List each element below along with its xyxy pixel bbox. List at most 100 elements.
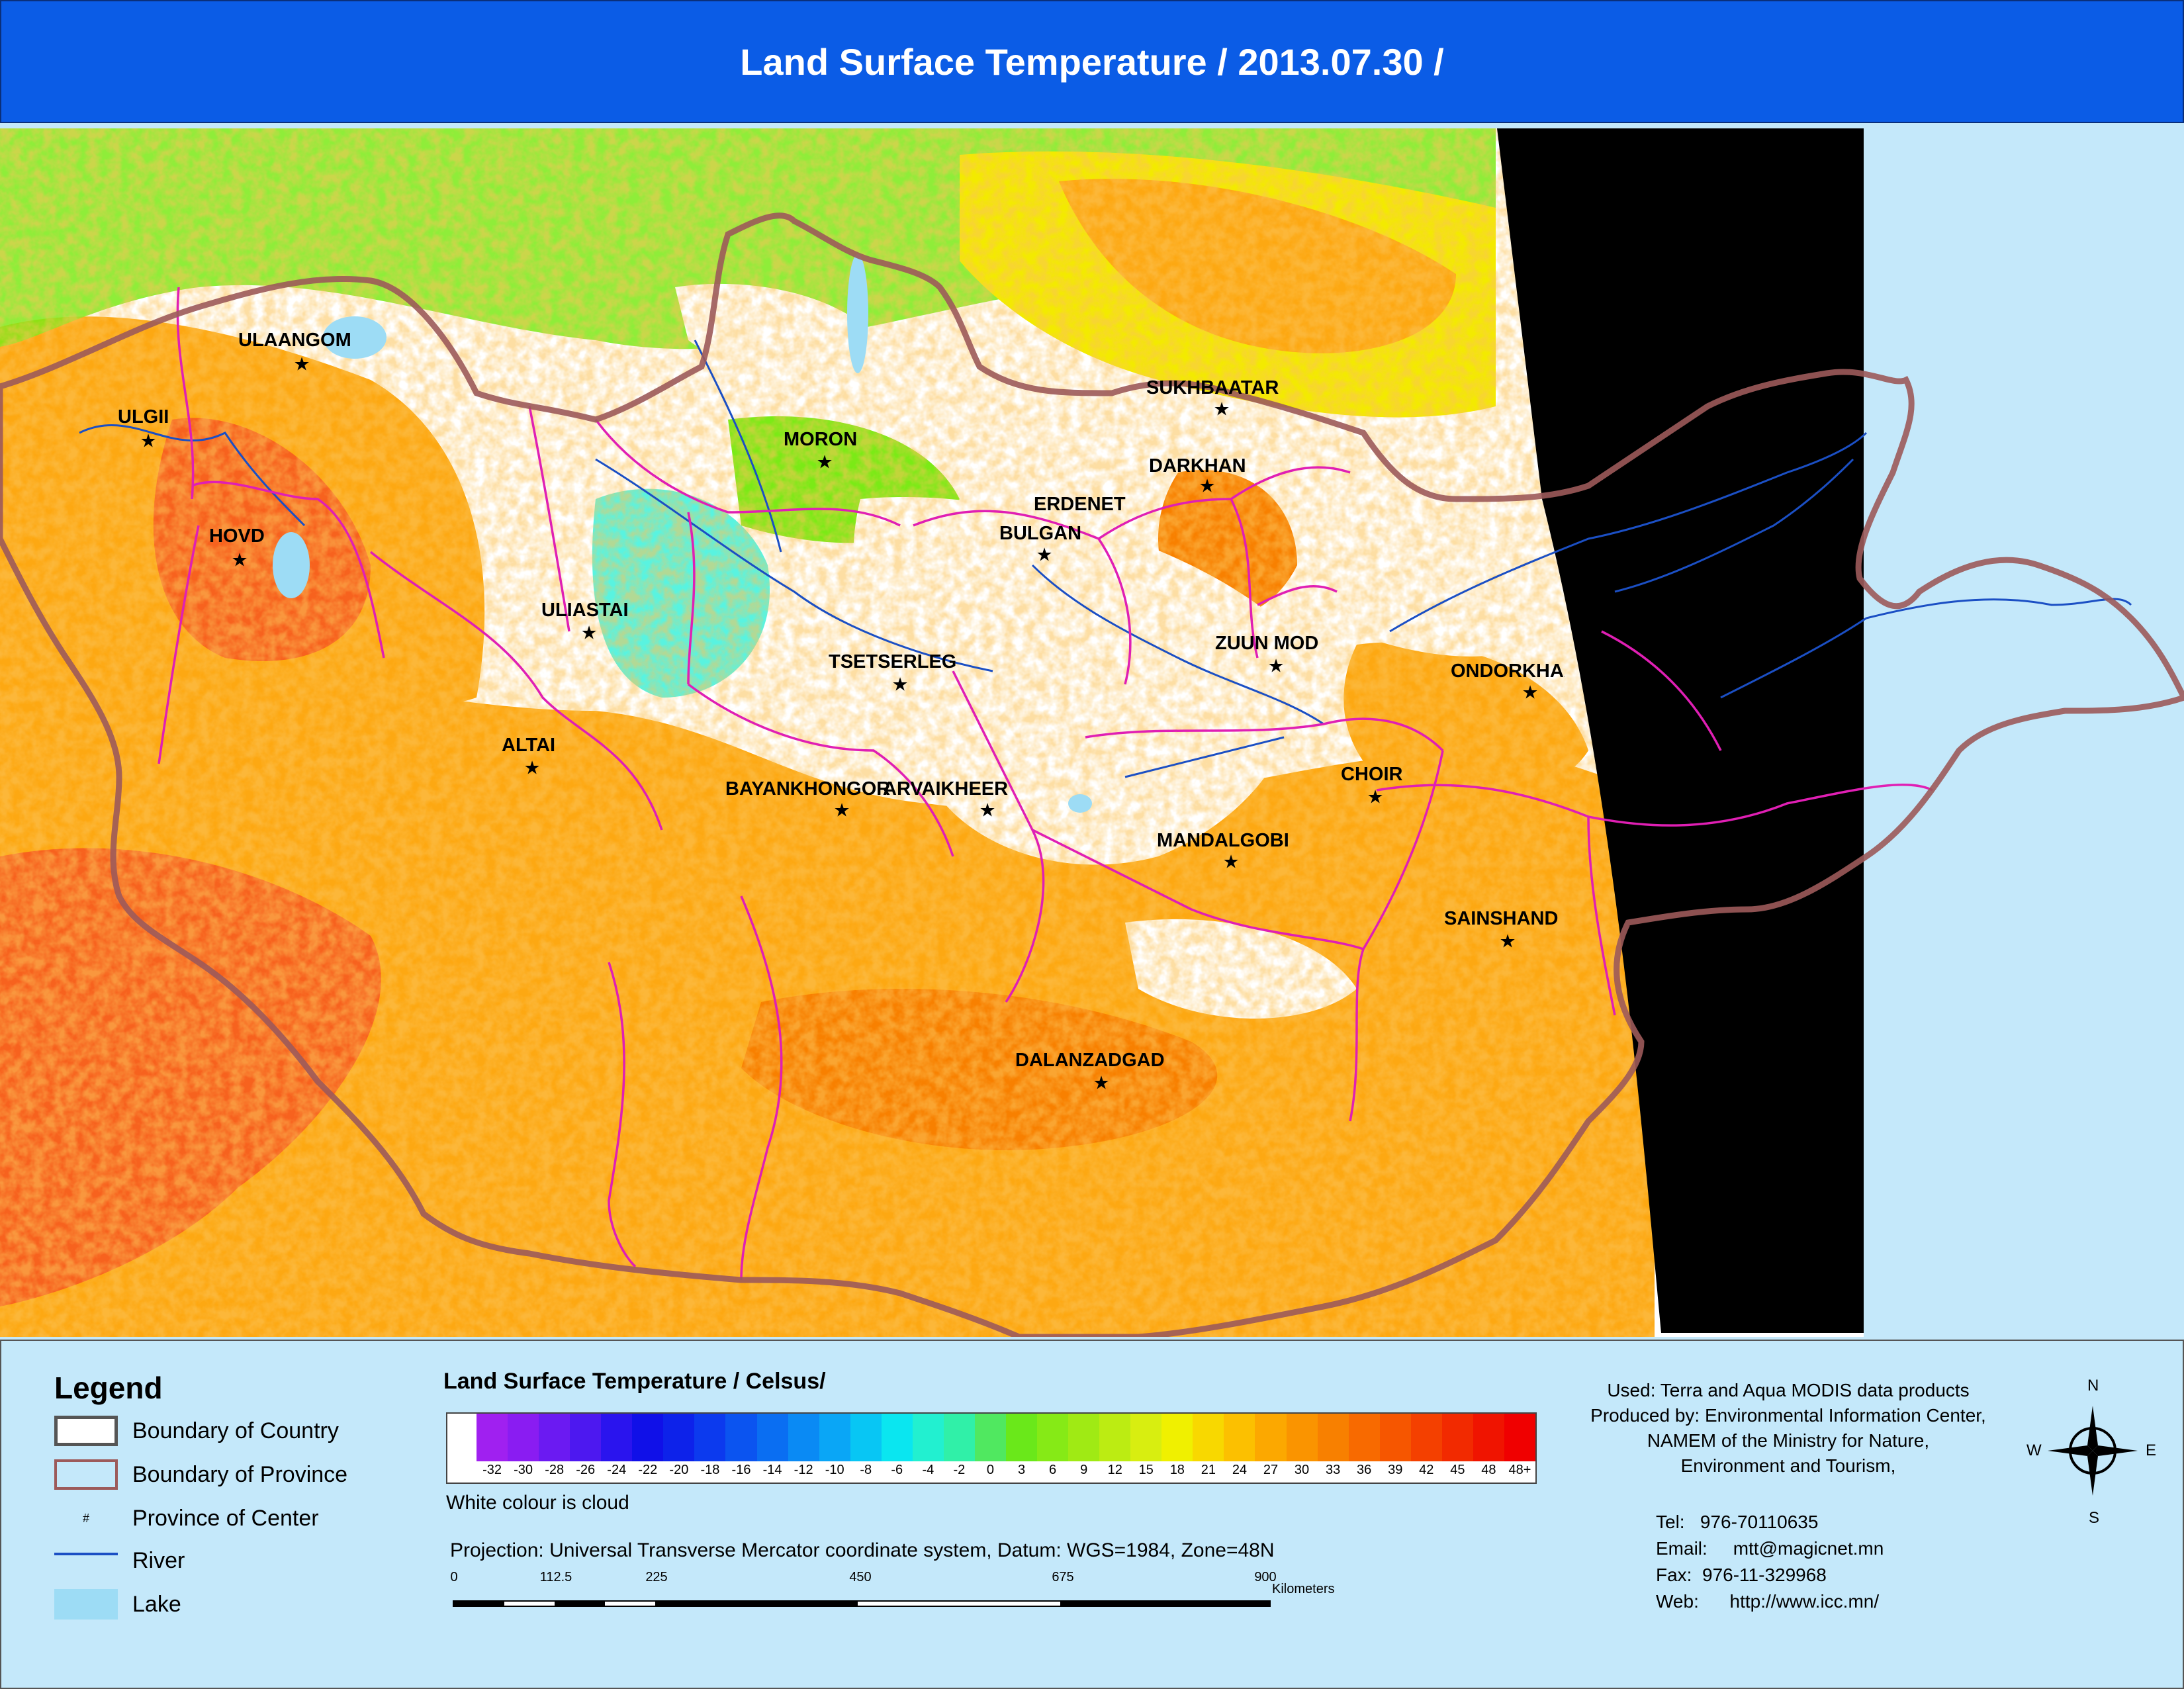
colorbar-tick-label: 3 [1017, 1463, 1026, 1477]
colorbar-segment [1099, 1414, 1131, 1461]
map-area[interactable]: ULAANGOM ★ ULGII ★ HOVD ★ MORON ★ SUKHBA… [0, 128, 2184, 1337]
colorbar-segment [539, 1414, 570, 1461]
city-label-erdenet[interactable]: ERDENET [1034, 494, 1126, 515]
province-center-star-moron: ★ [816, 451, 833, 473]
city-label-bulgan[interactable]: BULGAN [999, 523, 1082, 544]
province-center-star-altai: ★ [523, 757, 541, 778]
city-label-arvaikheer[interactable]: ARVAIKHEER [883, 778, 1009, 799]
colorbar-segment [1037, 1414, 1069, 1461]
credits: Used: Terra and Aqua MODIS data products… [1524, 1378, 2053, 1479]
colorbar-segment [881, 1414, 913, 1461]
colorbar-segment [601, 1414, 633, 1461]
projection-text: Projection: Universal Transverse Mercato… [450, 1539, 1275, 1561]
city-label-ulgii[interactable]: ULGII [118, 406, 169, 428]
colorbar-segment [1504, 1414, 1536, 1461]
outside-swath [1864, 128, 2184, 1337]
colorbar-segment [1130, 1414, 1162, 1461]
city-label-hovd[interactable]: HOVD [209, 525, 265, 547]
compass-n: N [2087, 1377, 2099, 1394]
province-boundary-icon [54, 1459, 118, 1490]
colorbar-tick-label: -6 [891, 1463, 903, 1477]
scale-label-0: 0 [450, 1570, 458, 1584]
contact-email[interactable]: Email: mtt@magicnet.mn [1656, 1538, 1884, 1559]
province-center-star-uliastai: ★ [580, 622, 598, 643]
province-boundaries [158, 287, 1933, 1281]
lake-swatch-icon [54, 1589, 118, 1620]
city-label-choir[interactable]: CHOIR [1341, 764, 1403, 785]
colorbar-tick-label: -26 [576, 1463, 596, 1477]
province-center-star-sainshand: ★ [1499, 931, 1516, 952]
province-center-star-choir: ★ [1367, 786, 1384, 807]
colorbar-tick-label: 33 [1325, 1463, 1341, 1477]
colorbar-segment [1379, 1414, 1412, 1461]
scale-label-900: 900 [1254, 1570, 1277, 1584]
city-label-ulaangom[interactable]: ULAANGOM [238, 330, 351, 351]
credits-line-1: Used: Terra and Aqua MODIS data products [1607, 1380, 1970, 1400]
city-label-mandalgobi[interactable]: MANDALGOBI [1157, 830, 1289, 851]
contact-fax: Fax: 976-11-329968 [1656, 1565, 1827, 1585]
contact-web[interactable]: Web: http://www.icc.mn/ [1656, 1591, 1880, 1612]
scale-label-225: 225 [645, 1570, 668, 1584]
credits-line-3: NAMEM of the Ministry for Nature, [1647, 1430, 1930, 1451]
province-center-star-ulaangom: ★ [293, 353, 310, 375]
compass-e: E [2146, 1441, 2157, 1459]
city-label-dalanzadgad[interactable]: DALANZADGAD [1015, 1050, 1165, 1071]
province-center-star-bulgan: ★ [1036, 544, 1053, 565]
colorbar-segment [477, 1414, 508, 1461]
province-center-star-tsetserleg: ★ [891, 674, 909, 695]
scale-unit: Kilometers [1272, 1582, 1335, 1596]
city-label-bayankhongor[interactable]: BAYANKHONGOR [725, 778, 891, 799]
colorbar-segment [1473, 1414, 1505, 1461]
map-canvas[interactable] [0, 128, 2184, 1337]
legend-panel: Legend Boundary of Country Boundary of P… [0, 1340, 2184, 1689]
city-label-sainshand[interactable]: SAINSHAND [1444, 908, 1559, 929]
city-label-moron[interactable]: MORON [784, 429, 858, 450]
province-center-star-ulgii: ★ [140, 430, 157, 451]
legend-label-province: Boundary of Province [132, 1461, 348, 1487]
city-label-zuun-mod[interactable]: ZUUN MOD [1215, 633, 1319, 654]
city-label-altai[interactable]: ALTAI [502, 735, 556, 756]
colorbar-segment [1348, 1414, 1381, 1461]
colorbar-tick-label: -12 [794, 1463, 813, 1477]
province-center-star-darkhan: ★ [1199, 475, 1216, 496]
city-label-uliastai[interactable]: ULIASTAI [541, 600, 629, 621]
colorbar: -32 -30 -28 -26 -24 -22 -20 -18 -16 -14 -12 -10 -8 -6… [446, 1412, 1537, 1484]
city-label-tsetserleg[interactable]: TSETSERLEG [829, 651, 957, 672]
scale-bar: 0 112.5 225 450 675 900 Kilometers [450, 1570, 1334, 1616]
contact-info: Tel: 976-70110635 Email: mtt@magicnet.mn… [1656, 1509, 1884, 1615]
scale-bar-graphic [453, 1600, 1271, 1607]
colorbar-tick-label: 48+ [1508, 1463, 1531, 1477]
legend-item-country: Boundary of Country [54, 1414, 339, 1448]
colorbar-segment [943, 1414, 976, 1461]
legend-title: Legend [54, 1371, 163, 1405]
province-center-star-bayankhongor: ★ [833, 799, 850, 821]
colorbar-tick-label: 36 [1357, 1463, 1372, 1477]
province-center-star-zuun-mod: ★ [1267, 655, 1285, 676]
city-label-darkhan[interactable]: DARKHAN [1149, 455, 1246, 477]
colorbar-note: White colour is cloud [446, 1492, 629, 1514]
colorbar-tick-label: -22 [638, 1463, 658, 1477]
colorbar-tick-label: 9 [1080, 1463, 1088, 1477]
colorbar-segment [570, 1414, 602, 1461]
province-center-star-dalanzadgad: ★ [1093, 1072, 1110, 1093]
province-center-star-hovd: ★ [231, 549, 248, 571]
north-arrow-icon: N S W E [2026, 1377, 2159, 1529]
colorbar-tick-label: 0 [986, 1463, 995, 1477]
legend-item-river: River [54, 1543, 185, 1578]
colorbar-segment [850, 1414, 882, 1461]
colorbar-tick-label: -14 [762, 1463, 782, 1477]
colorbar-tick-label: 30 [1294, 1463, 1310, 1477]
province-center-star-mandalgobi: ★ [1222, 851, 1240, 872]
colorbar-title: Land Surface Temperature / Celsus/ [443, 1369, 826, 1394]
city-label-sukhbaatar[interactable]: SUKHBAATAR [1146, 377, 1279, 398]
colorbar-tick-label: 48 [1481, 1463, 1496, 1477]
colorbar-segment [1193, 1414, 1224, 1461]
city-label-ondorkhaan[interactable]: ONDORKHAAN [1451, 661, 1565, 682]
colorbar-segment [819, 1414, 851, 1461]
scale-label-450: 450 [849, 1570, 872, 1584]
legend-label-lake: Lake [132, 1591, 181, 1617]
colorbar-tick-label: 45 [1450, 1463, 1465, 1477]
colorbar-segment [447, 1414, 477, 1461]
credits-line-4: Environment and Tourism, [1680, 1455, 1896, 1476]
colorbar-tick-label: 24 [1232, 1463, 1248, 1477]
